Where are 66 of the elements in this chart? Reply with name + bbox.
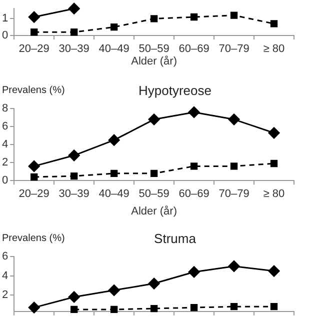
x-axis-title: Alder (år) bbox=[131, 205, 177, 218]
y-tick-label: 1 bbox=[2, 12, 8, 25]
point bbox=[68, 2, 80, 14]
x-tick-label: 20–29 bbox=[18, 188, 50, 200]
point bbox=[108, 134, 120, 146]
point bbox=[150, 304, 158, 312]
x-tick-label: 30–39 bbox=[58, 43, 90, 56]
x-tick-label: 60–69 bbox=[178, 188, 210, 200]
point bbox=[68, 291, 80, 303]
point bbox=[110, 24, 118, 31]
point bbox=[230, 162, 238, 170]
point bbox=[190, 13, 198, 21]
point bbox=[230, 303, 238, 310]
point bbox=[230, 12, 238, 19]
x-tick-label: 50–59 bbox=[138, 188, 170, 200]
y-tick-label: 0 bbox=[2, 30, 8, 42]
y-tick-label: 6 bbox=[2, 120, 8, 133]
point bbox=[268, 127, 280, 139]
x-tick-label: ≥ 80 bbox=[263, 188, 285, 200]
x-tick-label: 20–29 bbox=[18, 43, 50, 56]
point bbox=[110, 306, 118, 314]
x-tick-label: 60–69 bbox=[178, 43, 210, 56]
point bbox=[30, 28, 38, 36]
point bbox=[190, 304, 198, 312]
y-tick-label: 4 bbox=[2, 138, 8, 151]
point bbox=[30, 173, 38, 181]
y-tick-label: 4 bbox=[2, 270, 8, 282]
y-axis-title: Prevalens (%) bbox=[2, 233, 65, 244]
point bbox=[110, 170, 118, 177]
y-tick-label: 8 bbox=[2, 102, 8, 115]
y-tick-label: 0 bbox=[2, 174, 8, 187]
point bbox=[28, 160, 40, 172]
point bbox=[150, 170, 158, 177]
y-tick-label: 2 bbox=[2, 156, 8, 169]
point bbox=[268, 265, 280, 277]
point bbox=[150, 15, 158, 22]
y-tick-label: 6 bbox=[2, 250, 8, 263]
point bbox=[108, 284, 120, 296]
point bbox=[28, 11, 40, 23]
point bbox=[68, 150, 80, 162]
point bbox=[70, 306, 78, 314]
point bbox=[70, 28, 78, 36]
point bbox=[190, 162, 198, 170]
point bbox=[148, 114, 160, 126]
x-axis-title: Alder (år) bbox=[131, 55, 177, 68]
point bbox=[188, 106, 200, 118]
point bbox=[70, 172, 78, 180]
x-tick-label: 40–49 bbox=[98, 43, 130, 56]
x-tick-label: ≥ 80 bbox=[263, 43, 285, 56]
point bbox=[148, 278, 160, 290]
y-axis-title: Prevalens (%) bbox=[2, 85, 65, 96]
x-tick-label: 70–79 bbox=[218, 188, 250, 200]
x-tick-label: 30–39 bbox=[58, 188, 90, 200]
x-tick-label: 40–49 bbox=[98, 188, 130, 200]
x-tick-label: 70–79 bbox=[218, 43, 250, 56]
point bbox=[188, 266, 200, 278]
point bbox=[270, 20, 278, 28]
y-tick-label: 2 bbox=[2, 289, 8, 302]
point bbox=[228, 260, 240, 272]
point bbox=[270, 303, 278, 310]
chart-title: Hypotyreose bbox=[138, 83, 212, 98]
point bbox=[228, 114, 240, 126]
x-tick-label: 50–59 bbox=[138, 43, 170, 56]
point bbox=[28, 302, 40, 314]
chart-title: Struma bbox=[153, 231, 197, 246]
point bbox=[270, 160, 278, 168]
